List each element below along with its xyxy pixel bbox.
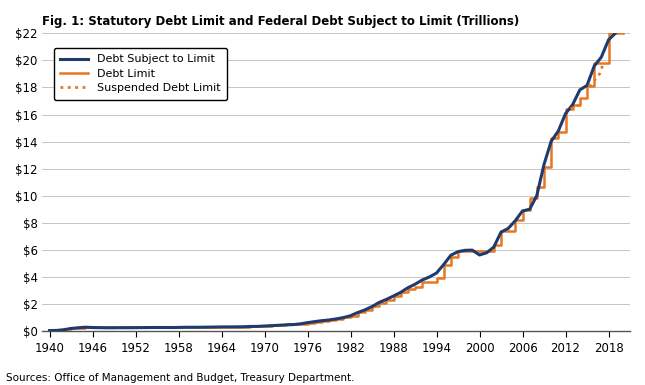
Debt Subject to Limit [511,218,519,223]
Suspended Debt Limit [577,103,584,107]
Debt Limit [361,308,369,312]
Debt Limit [562,107,570,112]
Debt Subject to Limit [619,15,627,19]
Debt Limit [46,328,54,333]
Text: Sources: Office of Management and Budget, Treasury Department.: Sources: Office of Management and Budget… [6,373,355,383]
Debt Limit [468,248,476,253]
Suspended Debt Limit [569,105,577,110]
Debt Subject to Limit [46,328,54,333]
Debt Subject to Limit [562,111,570,116]
Suspended Debt Limit [574,104,582,108]
Line: Debt Limit: Debt Limit [50,33,623,330]
Debt Subject to Limit [404,285,412,290]
Debt Limit [511,218,519,223]
Suspended Debt Limit [567,107,575,112]
Legend: Debt Subject to Limit, Debt Limit, Suspended Debt Limit: Debt Subject to Limit, Debt Limit, Suspe… [54,48,228,100]
Debt Subject to Limit [540,162,548,167]
Suspended Debt Limit [576,103,584,107]
Debt Subject to Limit [468,248,476,253]
Suspended Debt Limit [571,105,579,109]
Suspended Debt Limit [572,104,580,109]
Debt Limit [540,165,548,170]
Debt Limit [612,31,620,36]
Line: Debt Subject to Limit: Debt Subject to Limit [50,17,623,331]
Debt Limit [404,286,412,291]
Debt Limit [619,31,627,36]
Line: Suspended Debt Limit: Suspended Debt Limit [571,105,580,109]
Text: Fig. 1: Statutory Debt Limit and Federal Debt Subject to Limit (Trillions): Fig. 1: Statutory Debt Limit and Federal… [43,15,520,28]
Debt Subject to Limit [361,308,369,312]
